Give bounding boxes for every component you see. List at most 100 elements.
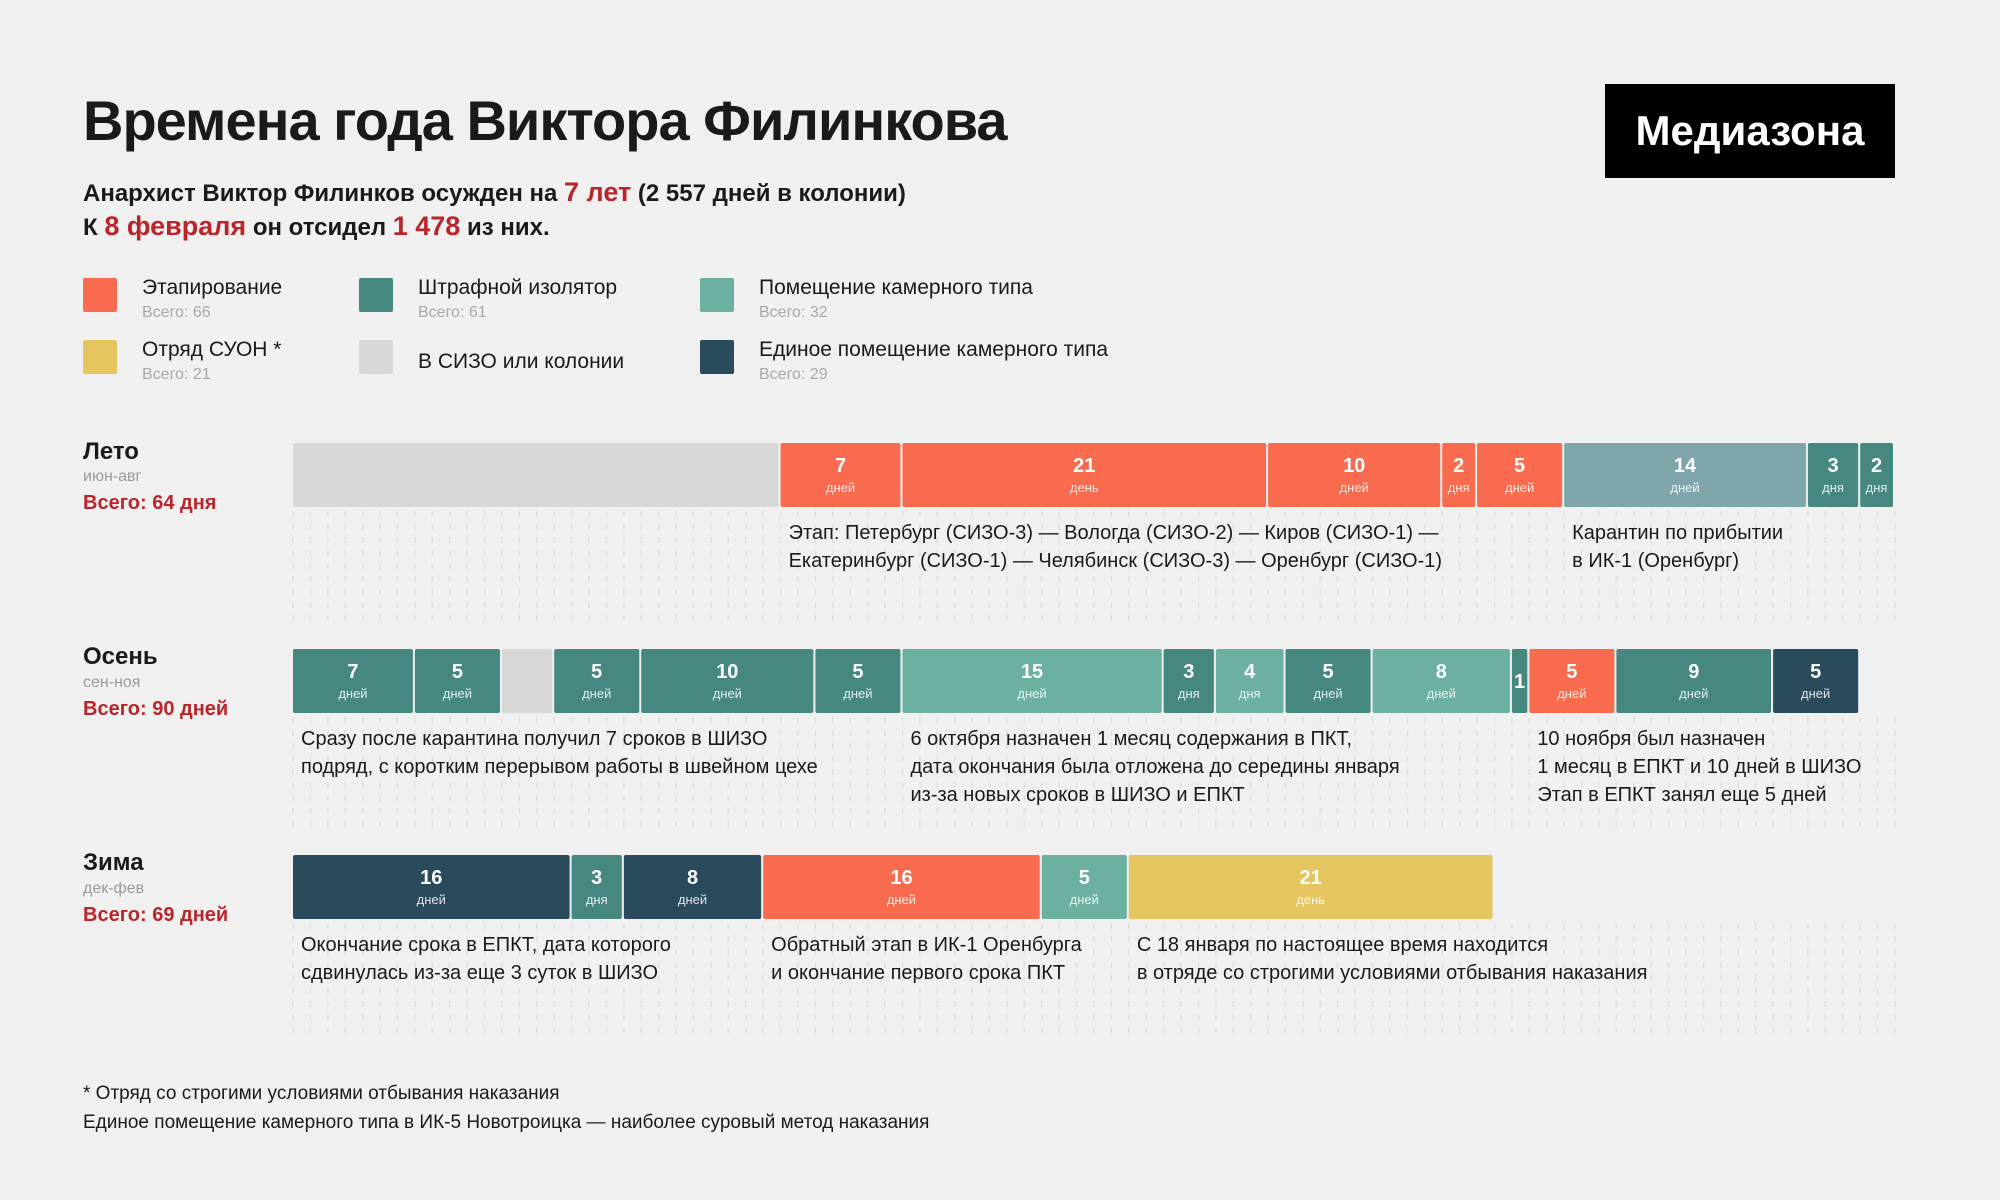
segment-unit-label: дней <box>1313 686 1342 701</box>
legend-label: Этапирование <box>142 276 283 299</box>
segment-unit-label: дней <box>1557 686 1586 701</box>
timeline-segment: 10 дней <box>1268 443 1441 507</box>
legend-total: Всего: 29 <box>759 366 828 383</box>
segment-days-label: 8 <box>687 867 698 889</box>
segment-bar <box>1511 649 1528 713</box>
subtitle-text: он отсидел <box>246 214 393 241</box>
timeline-segment: 3 дня <box>1807 443 1859 507</box>
season-total-summer: Всего: 64 дня <box>83 492 217 514</box>
legend-label: Помещение камерного типа <box>759 276 1033 299</box>
timeline-chart: 7дней21день10дней2дня5дней14дней3дня2дня… <box>292 443 1896 1037</box>
segment-bar <box>1442 443 1476 507</box>
annotation-line: в отряде со строгими условиями отбывания… <box>1136 962 1648 984</box>
days-served-highlight: 1 478 <box>392 211 461 241</box>
timeline-segment: 9 дней <box>1616 649 1772 713</box>
segment-bar <box>1372 649 1510 713</box>
segment-bar <box>1773 649 1859 713</box>
annotation-line: 10 ноября был назначен <box>1537 728 1766 750</box>
timeline-segment: 10 дней <box>641 649 814 713</box>
annotation-line: из-за новых сроков в ШИЗО и ЕПКТ <box>910 784 1245 806</box>
timeline-annotation: 6 октября назначен 1 месяц содержания в … <box>910 725 1399 809</box>
segment-days-label: 1 <box>1514 671 1525 693</box>
timeline-segment: 2 дня <box>1860 443 1893 507</box>
footnote-epkt: Единое помещение камерного типа в ИК-5 Н… <box>83 1112 930 1133</box>
timeline-segment: 16 дней <box>763 855 1040 919</box>
segment-unit-label: дня <box>1448 480 1470 495</box>
legend-total: Всего: 32 <box>759 304 828 321</box>
segment-days-label: 5 <box>1079 867 1090 889</box>
segment-unit-label: дней <box>1070 892 1099 907</box>
segment-unit-label: дней <box>1505 480 1534 495</box>
segment-unit-label: дня <box>1239 686 1261 701</box>
timeline-annotation: С 18 января по настоящее время находится… <box>1137 931 1648 987</box>
segment-bar <box>554 649 640 713</box>
segment-unit-label: дня <box>1866 480 1888 495</box>
timeline-annotation: Обратный этап в ИК-1 Оренбурга и окончани… <box>771 931 1082 987</box>
timeline-segment: 5 дней <box>815 649 901 713</box>
segment-unit-label: дня <box>1822 480 1844 495</box>
timeline-segment: 21 день <box>902 443 1267 507</box>
timeline-segment: 1 <box>1511 649 1528 713</box>
subtitle-line-1: Анархист Виктор Филинков осужден на 7 ле… <box>83 176 906 210</box>
legend-label: В СИЗО или колонии <box>418 350 625 373</box>
timeline-segment: 3 дня <box>571 855 622 919</box>
segment-unit-label: день <box>1070 480 1099 495</box>
season-name-winter: Зима <box>83 849 144 876</box>
segment-unit-label: дней <box>417 892 446 907</box>
segment-unit-label: дней <box>443 686 472 701</box>
segment-bar <box>1616 649 1772 713</box>
segment-days-label: 5 <box>452 661 463 683</box>
page-title: Времена года Виктора Филинкова <box>83 89 1008 152</box>
annotation-line: Этап: Петербург (СИЗО-3) — Вологда (СИЗО… <box>788 522 1439 544</box>
annotation-line: сдвинулась из-за еще 3 суток в ШИЗО <box>301 962 659 984</box>
subtitle: Анархист Виктор Филинков осужден на 7 ле… <box>83 176 906 244</box>
segment-unit-label: дней <box>1801 686 1830 701</box>
timeline-segment: 7 дней <box>293 649 413 713</box>
timeline-annotation: Этап: Петербург (СИЗО-3) — Вологда (СИЗО… <box>789 519 1443 575</box>
timeline-segment: 8 дней <box>1372 649 1510 713</box>
timeline-segment: 5 дней <box>1285 649 1371 713</box>
segment-bar <box>571 855 622 919</box>
timeline-segment <box>501 649 553 713</box>
segment-days-label: 5 <box>1810 661 1821 683</box>
segment-days-label: 14 <box>1674 455 1697 477</box>
footnote-suon: * Отряд со строгими условиями отбывания … <box>83 1083 560 1104</box>
timeline-segment: 8 дней <box>623 855 762 919</box>
season-name-autumn: Осень <box>83 643 158 670</box>
segment-days-label: 9 <box>1688 661 1699 683</box>
annotation-line: Сразу после карантина получил 7 сроков в… <box>301 728 768 750</box>
segment-bar <box>1860 443 1893 507</box>
segment-bar <box>1041 855 1127 919</box>
timeline-segment: 5 дней <box>414 649 500 713</box>
segment-days-label: 5 <box>852 661 863 683</box>
legend-total: Всего: 66 <box>142 304 211 321</box>
legend-swatch <box>359 340 393 374</box>
season-range-winter: дек-фев <box>83 880 145 897</box>
segment-unit-label: дней <box>338 686 367 701</box>
subtitle-text: К <box>83 214 105 241</box>
segment-bar <box>1529 649 1615 713</box>
segment-unit-label: день <box>1296 892 1325 907</box>
segment-days-label: 5 <box>1323 661 1334 683</box>
mediazona-logo: Медиазона <box>1605 84 1895 178</box>
segment-unit-label: дней <box>843 686 872 701</box>
subtitle-text: Анархист Виктор Филинков осужден на <box>83 180 565 207</box>
annotation-line: Екатеринбург (СИЗО-1) — Челябинск (СИЗО-… <box>788 550 1443 572</box>
legend-swatch <box>359 278 393 312</box>
segment-unit-label: дней <box>1679 686 1708 701</box>
annotation-line: Окончание срока в ЕПКТ, дата которого <box>301 934 671 956</box>
annotation-line: 6 октября назначен 1 месяц содержания в … <box>910 728 1353 750</box>
legend-swatch <box>700 340 734 374</box>
segment-bar <box>1807 443 1859 507</box>
segment-days-label: 16 <box>890 867 912 889</box>
segment-bar <box>1268 443 1441 507</box>
season-total-autumn: Всего: 90 дней <box>83 698 229 720</box>
timeline-segment: 5 дней <box>1529 649 1615 713</box>
timeline-segment: 5 дней <box>1773 649 1859 713</box>
segment-bar <box>293 649 413 713</box>
timeline-segment: 15 дней <box>902 649 1162 713</box>
segment-days-label: 10 <box>1343 455 1365 477</box>
timeline-segment: 2 дня <box>1442 443 1476 507</box>
annotation-line: 1 месяц в ЕПКТ и 10 дней в ШИЗО <box>1537 756 1862 778</box>
segment-days-label: 3 <box>1827 455 1838 477</box>
